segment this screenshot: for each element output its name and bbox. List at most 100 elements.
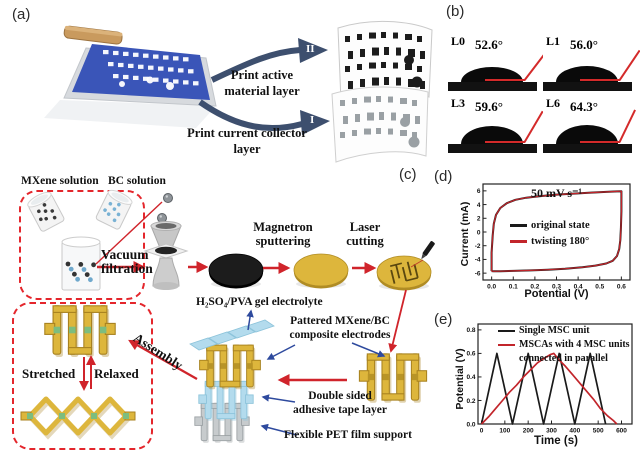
y-tick-label: 0.6 [466, 351, 475, 358]
gel-electrolyte-label: H₂SO₄/PVA gel electrolyte [196, 296, 323, 308]
legend-single-msc: Single MSC unit [498, 325, 590, 336]
arrow-step-i-label: I [310, 114, 315, 126]
arrow-to-collector-layer [198, 99, 303, 131]
laser-beam [410, 259, 424, 268]
filtered-film-disc-icon [208, 253, 264, 289]
panel-a-label: (a) [12, 6, 31, 23]
adhesive-tape-layer-icon [198, 380, 254, 421]
legend-swatch-black [510, 224, 527, 227]
x-axis-title: Time (s) [534, 435, 578, 447]
stretch-dashed-box [12, 302, 153, 450]
solution-droplet-icon [163, 193, 173, 203]
gel-electrolyte-pad-icon [189, 337, 218, 351]
legend-swatch-black [498, 329, 515, 332]
panel-d-label: (d) [434, 168, 453, 185]
mxene-solution-label: MXene solution [21, 175, 99, 187]
sample-label: L6 [546, 96, 561, 110]
legend-original-state: original state [510, 220, 590, 231]
x-tick-label: 0.0 [487, 284, 496, 291]
stretched-label: Stretched [22, 366, 76, 381]
relaxed-device-icon [44, 305, 116, 357]
contact-angle-cell-L0: L0 52.6° [448, 33, 547, 91]
x-tick-label: 0 [480, 428, 484, 435]
series-0 [490, 190, 623, 273]
gel-electrolyte-pad-icon [208, 331, 237, 345]
y-tick-label: 0 [477, 229, 481, 236]
contact-angle-value: 56.0° [570, 37, 598, 52]
x-tick-label: 500 [593, 428, 604, 435]
gcd-chart-plot: 0 100 200 300 400 500 600 0.0 0.2 0.4 0.6 0.8 [466, 323, 633, 435]
cv-chart-plot: 0.0 0.1 0.2 0.3 0.4 0.5 0.6 -6 -4 -2 0 2 4 6 [475, 183, 631, 291]
substrate-bar [448, 82, 537, 91]
x-tick-label: 0.6 [617, 284, 626, 291]
sputtered-gold-disc-icon [293, 253, 349, 289]
contact-angle-value: 52.6° [475, 37, 503, 52]
plot-frame [477, 323, 633, 425]
magnetron-sputtering-label: Magnetron sputtering [253, 220, 313, 249]
fabrication-process-schematic [20, 189, 435, 443]
y-tick-label: 4 [477, 202, 481, 209]
print-collector-label: Print current collector layer [187, 126, 307, 156]
y-axis-title: Potential (V) [454, 348, 466, 410]
x-tick-label: 200 [523, 428, 534, 435]
substrate-bar [543, 82, 632, 91]
legend-swatch-red [510, 240, 527, 243]
droplet-silhouette [556, 66, 618, 82]
x-tick-label: 600 [616, 428, 627, 435]
y-axis-title: Current (mA) [459, 201, 471, 267]
cv-chart: 0.0 0.1 0.2 0.3 0.4 0.5 0.6 -6 -4 -2 0 2 4 6 50 mV s⁻… [455, 176, 640, 311]
arrow-to-active-layer [210, 47, 301, 83]
droplet-silhouette [556, 125, 618, 144]
y-tick-label: 2 [477, 216, 481, 223]
substrate-bar [543, 144, 632, 153]
laser-pen-icon [421, 241, 435, 260]
print-active-label: Print active material layer [224, 68, 300, 98]
screen-printing-schematic [44, 21, 433, 163]
bc-solution-cup-icon [95, 189, 133, 230]
series-0 [480, 352, 607, 425]
x-tick-label: 0.1 [509, 284, 518, 291]
tangent-marker [618, 109, 636, 143]
contact-angle-cell-L3: L3 59.6° [448, 95, 544, 153]
adhesive-tape-label: Double sided adhesive tape layer [293, 390, 387, 416]
printed-sheet-collector [331, 86, 429, 163]
tangent-marker [618, 50, 640, 81]
series-1 [491, 190, 622, 272]
sample-label: L0 [451, 34, 466, 48]
scan-rate-annotation: 50 mV s⁻¹ [530, 186, 583, 200]
laser-cutting-label: Laser cutting [346, 220, 384, 249]
vacuum-filtration-funnel-icon [143, 221, 189, 290]
sample-label: L1 [546, 34, 561, 48]
mxene-bc-electrode-layer-icon [199, 344, 261, 390]
mxene-solution-cup-icon [27, 191, 65, 232]
x-tick-label: 0.3 [552, 284, 561, 291]
legend-swatch-red [498, 343, 515, 346]
x-tick-label: 300 [546, 428, 557, 435]
y-tick-label: 0.2 [466, 398, 475, 405]
y-tick-label: -4 [475, 257, 481, 264]
sample-label: L3 [451, 96, 466, 110]
droplet-silhouette [461, 67, 523, 82]
patterned-electrodes-label: Pattered MXene/BC composite electrodes [289, 315, 391, 341]
bc-solution-label: BC solution [108, 175, 166, 187]
contact-angle-value: 59.6° [475, 99, 503, 114]
baseline-marker [485, 79, 525, 81]
laser-cut-disc-icon [376, 255, 432, 291]
x-tick-label: 0.4 [574, 284, 583, 291]
squeegee-icon [63, 25, 123, 45]
substrate-bar [448, 144, 537, 153]
panel-c-label: (c) [399, 166, 417, 183]
tangent-marker [523, 111, 544, 143]
series-1 [480, 352, 618, 425]
y-tick-label: -6 [475, 270, 481, 277]
legend-twisting: twisting 180° [510, 236, 589, 247]
x-tick-label: 0.5 [595, 284, 604, 291]
relaxed-label: Relaxed [94, 366, 139, 381]
gel-electrolyte-pad-icon [246, 319, 275, 333]
x-tick-label: 100 [499, 428, 510, 435]
stretched-device-icon [20, 396, 136, 440]
legend-mscas-line1: MSCAs with 4 MSC units [498, 339, 630, 350]
legend-mscas-line2: connected in parallel [519, 353, 608, 364]
panel-e-label: (e) [434, 311, 453, 328]
mixing-beaker-icon [61, 236, 101, 291]
